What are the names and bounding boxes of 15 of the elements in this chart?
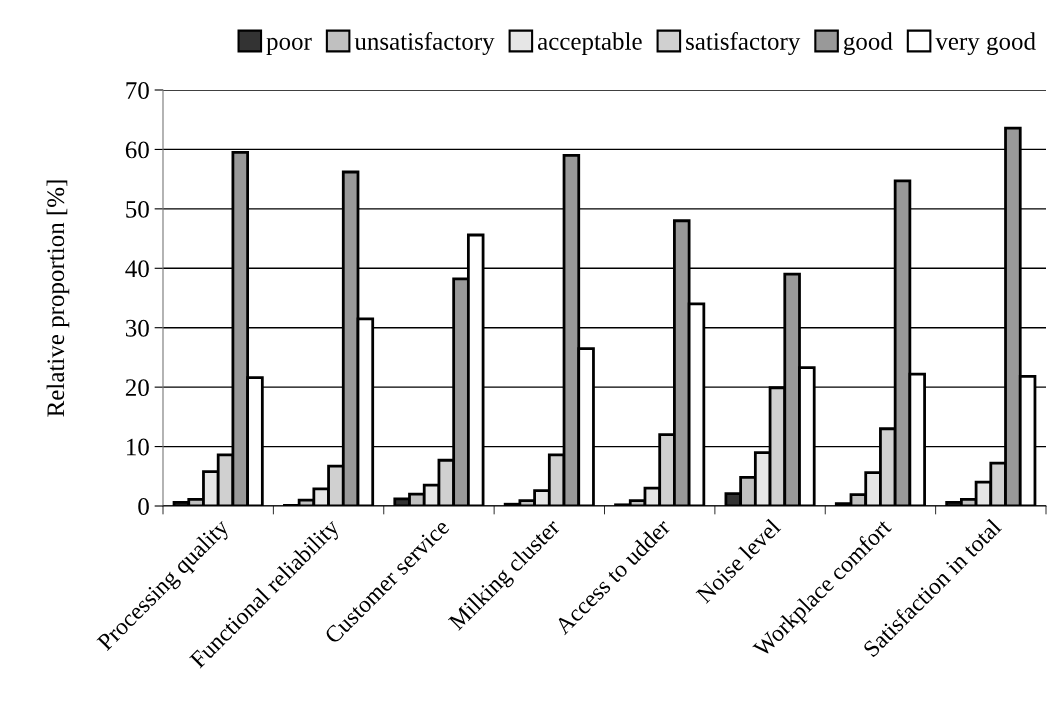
y-tick-label: 20 xyxy=(125,379,149,397)
legend-label: acceptable xyxy=(537,32,642,55)
y-tick-label: 60 xyxy=(125,141,149,159)
y-tick-label: 0 xyxy=(138,498,149,515)
y-tick-label: 70 xyxy=(126,82,149,99)
legend-label: poor xyxy=(266,37,312,55)
y-tick-label: 40 xyxy=(125,260,149,278)
y-tick-label: 10 xyxy=(127,438,149,456)
legend-label: good xyxy=(843,32,893,56)
legend-label: unsatisfactory xyxy=(354,32,495,56)
y-tick-label: 30 xyxy=(126,319,149,337)
legend-label: very good xyxy=(935,32,1036,56)
y-tick-label: 50 xyxy=(126,200,149,218)
y-axis-title: Relative proportion [%] xyxy=(46,180,70,417)
legend-label: satisfactory xyxy=(686,32,801,56)
